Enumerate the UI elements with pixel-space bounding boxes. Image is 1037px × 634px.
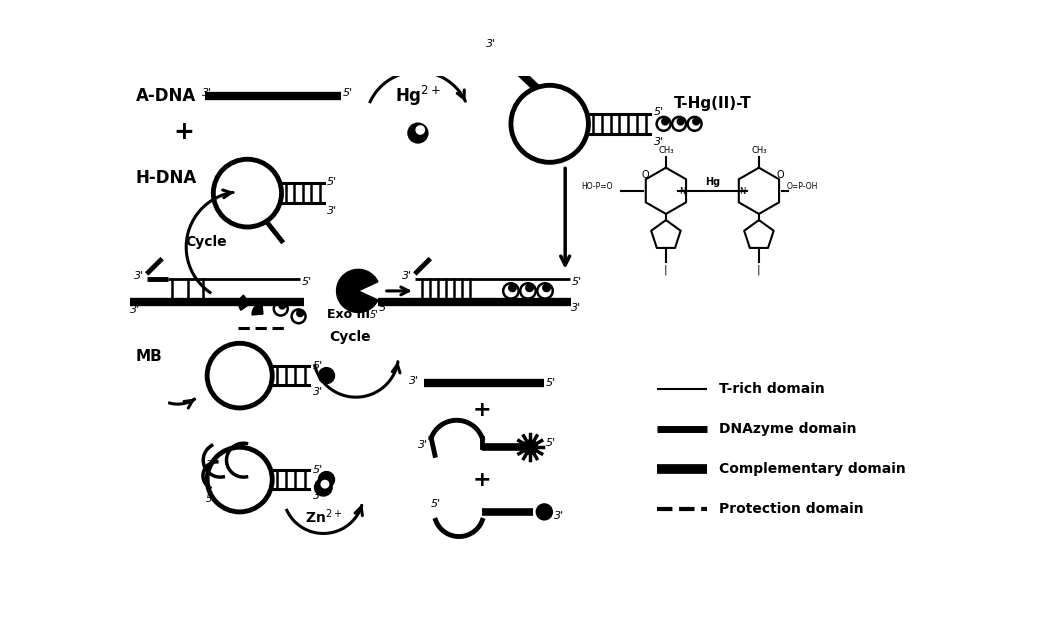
Circle shape <box>663 119 668 124</box>
Text: 3': 3' <box>134 271 144 280</box>
Text: O: O <box>776 170 784 179</box>
Text: Complementary domain: Complementary domain <box>719 462 905 476</box>
Text: O=P-OH: O=P-OH <box>787 183 818 191</box>
Text: 5': 5' <box>312 361 323 371</box>
Circle shape <box>537 505 552 519</box>
Text: Protection domain: Protection domain <box>719 502 863 516</box>
Text: 3': 3' <box>485 39 496 49</box>
Text: 3': 3' <box>202 88 212 98</box>
Text: N: N <box>679 187 685 196</box>
Text: 5': 5' <box>312 465 323 475</box>
Text: T-rich domain: T-rich domain <box>719 382 824 396</box>
Text: 5': 5' <box>370 310 379 320</box>
Text: |: | <box>757 265 761 275</box>
Text: 3': 3' <box>571 303 582 313</box>
Text: 5': 5' <box>545 378 556 388</box>
Circle shape <box>524 441 536 453</box>
Circle shape <box>510 285 515 290</box>
Text: 5': 5' <box>302 276 312 287</box>
Wedge shape <box>252 303 263 315</box>
Text: MB: MB <box>136 349 163 364</box>
Text: H-DNA: H-DNA <box>136 169 197 187</box>
Text: 3': 3' <box>418 439 428 450</box>
Text: 3': 3' <box>653 136 664 146</box>
Wedge shape <box>337 269 377 313</box>
Circle shape <box>280 303 284 308</box>
Text: +: + <box>473 400 492 420</box>
Text: 3': 3' <box>328 206 337 216</box>
Text: DNAzyme domain: DNAzyme domain <box>719 422 857 436</box>
Circle shape <box>323 481 328 487</box>
Circle shape <box>543 285 550 290</box>
Circle shape <box>298 311 303 316</box>
Circle shape <box>409 124 427 142</box>
Text: N: N <box>739 187 746 196</box>
Text: 5': 5' <box>653 107 664 117</box>
Text: 3': 3' <box>312 387 323 397</box>
Text: 3': 3' <box>205 460 215 470</box>
Text: HO-P=O: HO-P=O <box>582 183 613 191</box>
Text: 5': 5' <box>205 494 215 504</box>
Circle shape <box>527 285 532 290</box>
Text: 3': 3' <box>312 491 323 501</box>
Text: 5': 5' <box>328 177 337 186</box>
Text: Cycle: Cycle <box>186 235 227 249</box>
Wedge shape <box>239 295 250 310</box>
Text: T-Hg(II)-T: T-Hg(II)-T <box>674 96 751 112</box>
Text: |: | <box>664 265 668 275</box>
Text: 5': 5' <box>430 499 441 509</box>
Circle shape <box>319 369 334 382</box>
Text: 3': 3' <box>554 511 564 521</box>
Text: +: + <box>173 120 194 143</box>
Text: Hg$^{2+}$: Hg$^{2+}$ <box>395 84 441 108</box>
Text: A-DNA: A-DNA <box>136 87 196 105</box>
Text: 5': 5' <box>545 438 556 448</box>
Text: O: O <box>641 170 649 179</box>
Circle shape <box>315 479 331 495</box>
Text: Zn$^{2+}$: Zn$^{2+}$ <box>305 507 342 526</box>
Circle shape <box>678 119 683 124</box>
Text: Hg: Hg <box>705 177 720 187</box>
Text: 3': 3' <box>402 271 413 280</box>
Text: 5': 5' <box>571 276 582 287</box>
Text: 3': 3' <box>409 376 419 386</box>
Circle shape <box>417 127 423 133</box>
Circle shape <box>694 119 699 124</box>
Text: CH₃: CH₃ <box>751 146 766 155</box>
Text: +: + <box>473 470 492 489</box>
Text: Cycle: Cycle <box>330 330 371 344</box>
Text: 5': 5' <box>380 303 389 313</box>
Text: 3': 3' <box>130 305 140 315</box>
Text: CH₃: CH₃ <box>658 146 674 155</box>
Text: Exo III: Exo III <box>327 308 369 321</box>
Circle shape <box>319 472 334 486</box>
Text: 5': 5' <box>343 88 353 98</box>
